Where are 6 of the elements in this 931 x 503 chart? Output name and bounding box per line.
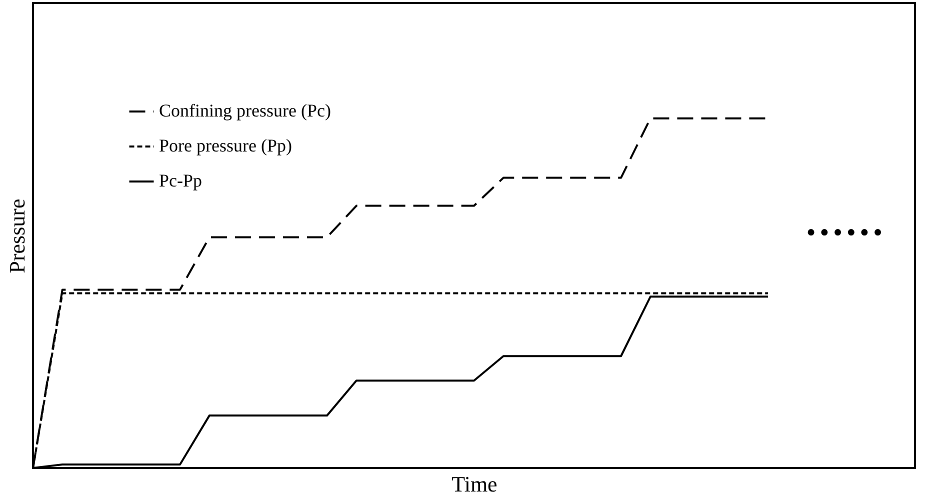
legend-label: Pc-Pp: [159, 170, 202, 190]
legend-label: Confining pressure (Pc): [159, 100, 331, 120]
annotation: ······: [804, 210, 884, 254]
legend-label: Pore pressure (Pp): [159, 136, 292, 156]
x-axis-title: Time: [452, 472, 498, 496]
y-axis-title: Pressure: [4, 198, 30, 274]
